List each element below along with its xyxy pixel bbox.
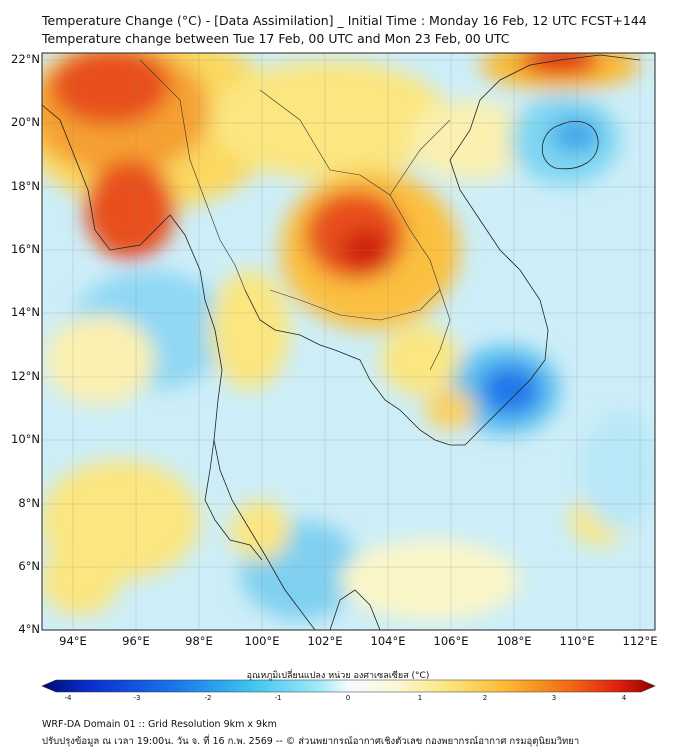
lat-label: 6°N [18,559,40,573]
lat-label: 12°N [11,369,40,383]
colorbar-tick: 0 [345,694,351,702]
lon-label: 94°E [59,634,87,648]
colorbar-tick: -4 [64,694,72,702]
temperature-change-map [41,52,656,693]
colorbar-title: อุณหภูมิเปลี่ยนแปลง หน่วย องศาเซลเซียส (… [246,671,430,681]
lat-label: 16°N [11,242,40,256]
lon-label: 110°E [559,634,595,648]
lat-label: 4°N [18,622,40,636]
map-subtitle: Temperature change between Tue 17 Feb, 0… [42,31,510,46]
borders [139,59,451,371]
lat-label: 20°N [11,115,40,129]
lon-label: 96°E [122,634,150,648]
lat-label: 14°N [11,305,40,319]
colorbar-tick: 4 [621,694,627,702]
lon-label: 108°E [496,634,532,648]
colorbar-tick: -1 [274,694,282,702]
lon-label: 112°E [622,634,658,648]
colorbar-tick: -3 [133,694,141,702]
lat-label: 18°N [11,179,40,193]
coastlines [42,54,641,630]
colorbar-tick: 2 [482,694,488,702]
lon-label: 104°E [370,634,406,648]
map-title: Temperature Change (°C) - [Data Assimila… [42,13,647,28]
map-frame [41,52,656,631]
lat-label: 10°N [11,432,40,446]
lon-label: 100°E [244,634,280,648]
colorbar-tick: 1 [417,694,423,702]
lat-label: 22°N [11,52,40,66]
lat-label: 8°N [18,496,40,510]
graticule [42,53,655,630]
temperature-field [42,53,655,630]
lon-label: 106°E [433,634,469,648]
lon-label: 102°E [307,634,343,648]
colorbar [41,679,656,693]
footer-model-info: WRF-DA Domain 01 :: Grid Resolution 9km … [42,719,277,730]
colorbar-tick: 3 [551,694,557,702]
footer-credit: ปรับปรุงข้อมูล ณ เวลา 19:00น. วัน จ. ที่… [42,736,580,747]
lon-label: 98°E [185,634,213,648]
colorbar-tick: -2 [204,694,212,702]
